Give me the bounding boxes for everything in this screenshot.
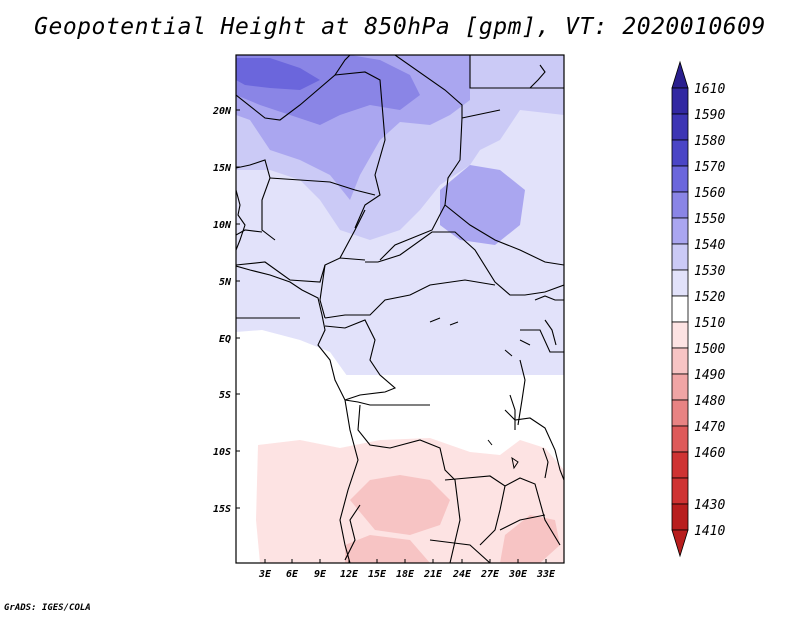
colorbar-label-1560: 1560 [694,186,725,201]
lat-label-EQ: EQ [219,334,231,345]
lon-label-6E: 6E [286,569,299,580]
lon-label-9E: 9E [314,569,327,580]
colorbar-swatch-1500 [671,321,689,349]
lat-axis: 20N 15N 10N 5N EQ 5S 10S 15S [212,106,232,515]
lakes [429,317,531,470]
colorbar-label-1430: 1430 [694,498,725,513]
colorbar-swatch-1420 [671,477,689,505]
lon-label-15E: 15E [368,569,387,580]
lat-label-10S: 10S [213,447,231,458]
colorbar-label-1570: 1570 [694,160,725,175]
lon-label-3E: 3E [258,569,272,580]
colorbar-top-arrow [671,60,689,89]
lon-ticks [264,559,547,563]
colorbar-label-1470: 1470 [694,420,725,435]
colorbar-swatch-1430 [671,451,689,479]
shade-1490-region [350,475,450,535]
lat-label-5S: 5S [219,390,231,401]
coastline [236,64,557,563]
colorbar-swatch-1570 [671,139,689,167]
colorbar-label-1410: 1410 [694,524,725,539]
lat-ticks [236,109,240,509]
shaded-field [236,55,564,563]
colorbar-swatch-1540 [671,217,689,245]
colorbar-label-1540: 1540 [694,238,725,253]
shade-1560-core [236,58,320,90]
lat-label-15S: 15S [213,504,231,515]
colorbar-swatch-1590 [671,87,689,115]
lon-label-18E: 18E [396,569,415,580]
lat-label-20N: 20N [212,106,232,117]
colorbar-swatch-1560 [671,165,689,193]
lon-label-33E: 33E [536,569,556,580]
colorbar-swatch-1470 [671,399,689,427]
colorbar-swatch-1490 [671,347,689,375]
colorbar-swatch-1520 [671,269,689,297]
lon-label-24E: 24E [452,569,472,580]
lon-label-21E: 21E [423,569,443,580]
colorbar-swatch-1410 [671,503,689,531]
colorbar-swatch-1550 [671,191,689,219]
colorbar-swatch-1530 [671,243,689,271]
shade-1490-region-s [345,535,430,563]
lon-label-30E: 30E [508,569,528,580]
colorbar-label-1610: 1610 [694,82,725,97]
colorbar-label-1590: 1590 [694,108,725,123]
colorbar [671,60,689,558]
colorbar-labels: 1610 1590 1580 1570 1560 1550 1540 1530 … [694,82,725,539]
lat-label-5N: 5N [219,277,232,288]
lat-label-10N: 10N [213,220,232,231]
colorbar-swatch-1460 [671,425,689,453]
colorbar-label-1490: 1490 [694,368,725,383]
lon-label-12E: 12E [340,569,359,580]
colorbar-swatch-1480 [671,373,689,401]
shade-1540-east [440,165,525,245]
shade-1490-region-se [500,515,560,563]
colorbar-swatch-1580 [671,113,689,141]
lon-axis: 3E 6E 9E 12E 15E 18E 21E 24E 27E 30E 33E [258,569,556,580]
colorbar-label-1520: 1520 [694,290,725,305]
colorbar-label-1510: 1510 [694,316,725,331]
chart-title: Geopotential Height at 850hPa [gpm], VT:… [34,14,766,40]
colorbar-label-1500: 1500 [694,342,725,357]
colorbar-label-1530: 1530 [694,264,725,279]
map-frame [235,54,565,564]
colorbar-label-1580: 1580 [694,134,725,149]
grads-credit: GrADS: IGES/COLA [4,603,91,613]
colorbar-swatch-1510 [671,295,689,323]
lat-label-15N: 15N [213,163,232,174]
country-borders [236,55,564,563]
lon-label-27E: 27E [480,569,500,580]
colorbar-label-1480: 1480 [694,394,725,409]
colorbar-label-1550: 1550 [694,212,725,227]
colorbar-label-1460: 1460 [694,446,725,461]
colorbar-bottom-arrow [671,529,689,558]
